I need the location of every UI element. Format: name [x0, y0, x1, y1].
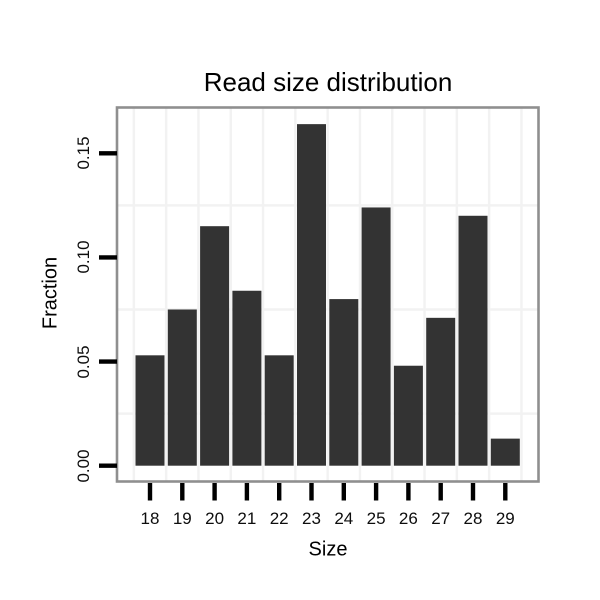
bar-size-28	[458, 215, 488, 466]
bar-size-26	[393, 365, 423, 466]
x-tick-label: 22	[269, 509, 289, 528]
x-tick-label: 23	[302, 509, 321, 528]
bar-size-22	[264, 355, 294, 466]
x-tick-label: 24	[334, 509, 354, 528]
x-tick-label: 27	[431, 509, 451, 528]
x-tick-label: 18	[140, 509, 160, 528]
bar-size-19	[167, 309, 197, 466]
bar-size-29	[490, 438, 520, 466]
x-axis-label: Size	[308, 538, 348, 561]
y-tick-label: 0.00	[74, 449, 93, 483]
y-tick-label: 0.10	[74, 240, 93, 274]
x-tick-label: 19	[172, 509, 192, 528]
x-tick-label: 20	[205, 509, 225, 528]
bar-size-24	[329, 299, 359, 466]
x-tick-label: 25	[366, 509, 386, 528]
x-tick-label: 28	[463, 509, 483, 528]
y-tick-label: 0.15	[74, 136, 93, 170]
chart-title: Read size distribution	[203, 67, 453, 97]
bar-size-18	[135, 355, 165, 466]
bar-size-25	[361, 207, 391, 466]
x-tick-label: 29	[495, 509, 515, 528]
bar-size-20	[200, 226, 230, 466]
panel-border	[115, 106, 540, 483]
x-tick-label: 26	[398, 509, 418, 528]
y-axis-label: Fraction	[39, 256, 62, 330]
x-tick-label: 21	[237, 509, 257, 528]
bar-size-23	[297, 124, 326, 466]
y-tick-label: 0.05	[74, 345, 93, 379]
bar-size-27	[426, 317, 456, 466]
bar-size-21	[232, 290, 262, 466]
